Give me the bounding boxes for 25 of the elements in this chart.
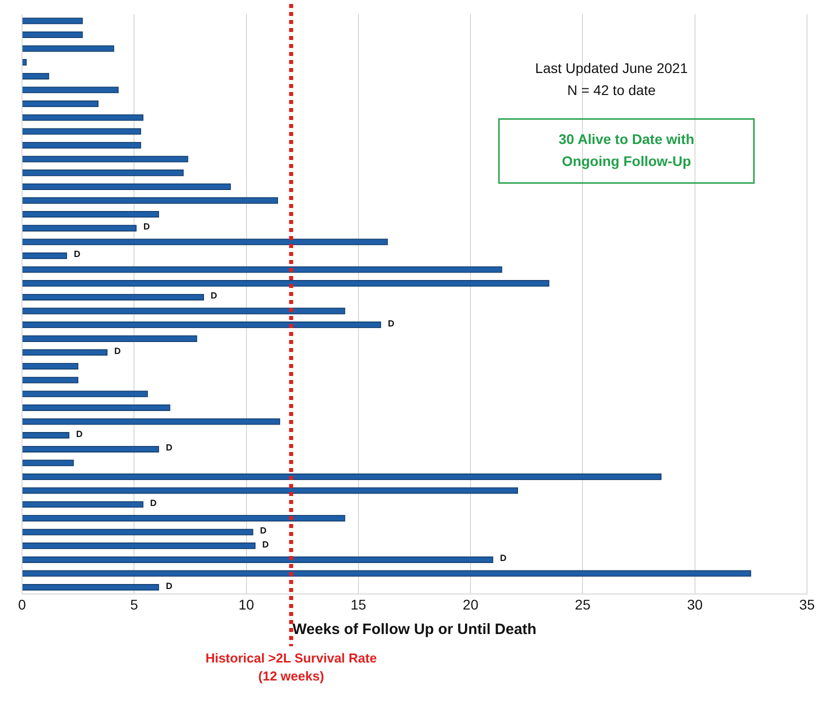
data-label: D: [114, 346, 122, 356]
data-label: D: [74, 249, 81, 260]
x-tick-label: 25: [574, 596, 591, 612]
data-label: D: [210, 290, 218, 301]
x-tick-label: 20: [462, 596, 479, 612]
data-label: D: [166, 442, 173, 453]
annotation: Last Updated June 2021: [535, 60, 688, 76]
annotation: 30 Alive to Date with Ongoing Follow-Up: [558, 130, 694, 169]
ref-line-label: Historical >2L Survival Rate (12 weeks): [205, 650, 377, 684]
x-tick-label: 30: [687, 596, 703, 612]
annotation: N = 42 to date: [567, 82, 656, 98]
data-label: D: [166, 580, 173, 591]
x-axis-title: Weeks of Follow Up or Until Death: [292, 621, 536, 638]
data-label: D: [150, 498, 158, 508]
x-tick-label: 15: [350, 596, 366, 612]
data-label: D: [260, 526, 268, 536]
x-tick-label: 10: [238, 596, 254, 612]
data-label: D: [500, 553, 507, 564]
x-tick-label: 35: [799, 596, 815, 612]
data-label: D: [262, 539, 270, 550]
x-tick-label: 0: [18, 596, 26, 612]
data-label: D: [388, 318, 395, 328]
data-label: D: [143, 222, 150, 232]
data-label: D: [76, 428, 84, 439]
x-tick-label: 5: [130, 596, 138, 612]
